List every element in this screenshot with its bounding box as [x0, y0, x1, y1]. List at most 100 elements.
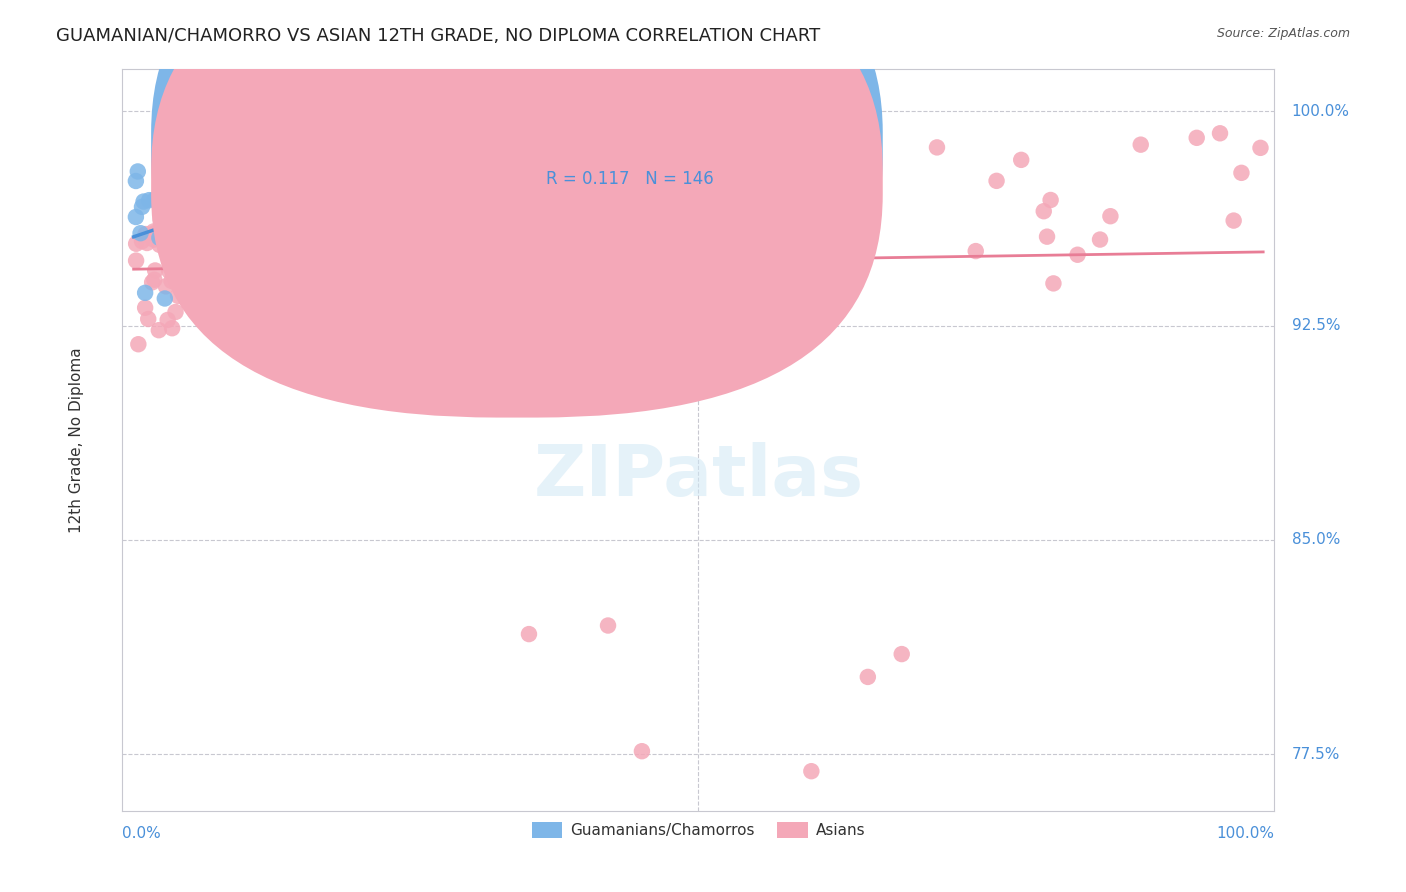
Point — [198, 145, 221, 160]
Point — [567, 215, 589, 229]
Point — [765, 203, 787, 218]
Text: 100.0%: 100.0% — [1216, 826, 1274, 841]
Point — [384, 170, 406, 185]
Point — [155, 142, 177, 156]
Point — [200, 136, 222, 150]
Point — [240, 209, 263, 223]
Point — [169, 240, 191, 254]
Text: 92.5%: 92.5% — [1292, 318, 1340, 333]
Point — [160, 274, 183, 288]
Point — [127, 164, 149, 178]
Point — [1088, 233, 1111, 247]
Point — [662, 232, 685, 246]
Point — [856, 670, 879, 684]
Point — [342, 293, 364, 308]
Point — [233, 276, 256, 290]
Point — [890, 647, 912, 661]
Point — [131, 234, 153, 248]
Point — [181, 234, 204, 248]
Point — [384, 90, 406, 104]
Point — [142, 233, 165, 247]
Point — [184, 133, 207, 147]
Point — [172, 258, 194, 272]
Point — [143, 273, 166, 287]
Point — [427, 252, 450, 267]
Point — [187, 119, 209, 133]
Point — [537, 198, 560, 212]
Point — [449, 168, 471, 182]
Point — [505, 251, 527, 265]
Point — [447, 217, 470, 231]
Point — [550, 178, 572, 193]
Point — [165, 305, 187, 319]
Point — [177, 216, 200, 230]
Point — [479, 173, 502, 187]
Point — [1032, 204, 1054, 219]
Point — [1230, 166, 1253, 180]
Point — [325, 275, 347, 289]
Point — [499, 201, 522, 215]
Point — [149, 238, 172, 252]
Point — [190, 228, 212, 243]
Point — [1209, 126, 1232, 140]
Point — [395, 274, 418, 288]
Point — [167, 172, 190, 186]
Point — [201, 875, 224, 889]
Point — [800, 764, 823, 779]
Point — [250, 103, 273, 117]
Point — [226, 237, 249, 252]
Point — [172, 192, 194, 206]
Point — [181, 235, 204, 249]
Point — [252, 358, 274, 372]
Point — [1039, 193, 1062, 207]
Text: 12th Grade, No Diploma: 12th Grade, No Diploma — [69, 347, 84, 533]
Point — [135, 227, 157, 241]
Point — [136, 312, 159, 326]
Point — [226, 228, 249, 243]
Point — [148, 323, 170, 337]
Point — [1042, 277, 1064, 291]
Point — [166, 182, 188, 196]
Point — [329, 238, 352, 252]
Point — [742, 263, 765, 277]
Point — [527, 171, 550, 186]
Point — [308, 252, 330, 266]
Point — [195, 233, 218, 247]
Point — [179, 142, 201, 156]
Point — [508, 187, 530, 202]
Point — [127, 337, 149, 351]
Point — [315, 245, 337, 260]
Point — [1222, 213, 1244, 227]
Point — [170, 263, 193, 277]
FancyBboxPatch shape — [150, 0, 883, 417]
Point — [125, 253, 148, 268]
Point — [134, 285, 156, 300]
Point — [360, 286, 382, 301]
Text: 0.0%: 0.0% — [122, 826, 162, 841]
Text: R = 0.199   N =  37: R = 0.199 N = 37 — [547, 136, 709, 154]
FancyBboxPatch shape — [479, 113, 814, 217]
Point — [541, 186, 564, 201]
Point — [406, 276, 429, 290]
Point — [827, 274, 849, 288]
Point — [202, 245, 225, 260]
Point — [197, 253, 219, 268]
Point — [157, 201, 180, 215]
Point — [323, 182, 346, 196]
Point — [191, 218, 214, 232]
Point — [183, 283, 205, 297]
Point — [1129, 137, 1152, 152]
Point — [125, 236, 148, 251]
Point — [517, 627, 540, 641]
Point — [131, 200, 153, 214]
Point — [166, 236, 188, 251]
Point — [311, 253, 333, 268]
Point — [238, 285, 260, 300]
Point — [650, 175, 672, 189]
Point — [361, 137, 384, 152]
Point — [326, 268, 349, 282]
Point — [129, 226, 152, 240]
Point — [1185, 131, 1208, 145]
Point — [212, 268, 235, 283]
Point — [986, 174, 1008, 188]
